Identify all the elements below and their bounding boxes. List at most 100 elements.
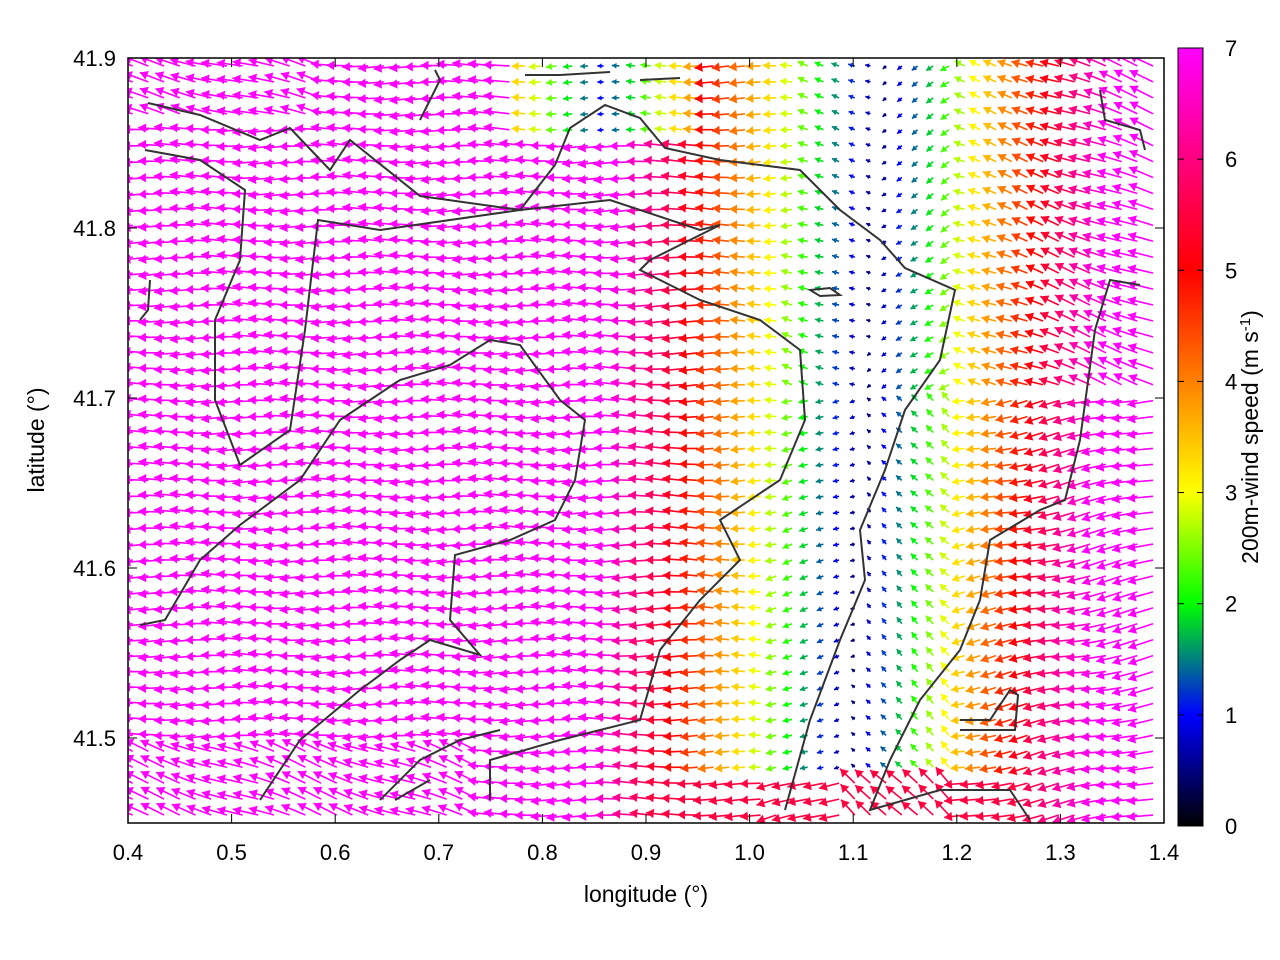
wind-arrow xyxy=(1011,249,1028,258)
wind-arrow xyxy=(580,63,588,70)
wind-arrow xyxy=(662,538,683,548)
wind-arrow xyxy=(695,381,714,391)
wind-arrow xyxy=(881,128,887,134)
wind-arrow xyxy=(968,75,981,83)
y-tick-label: 41.9 xyxy=(73,46,116,71)
wind-arrow xyxy=(911,160,919,168)
wind-arrow xyxy=(695,284,714,294)
wind-arrow xyxy=(980,413,997,423)
wind-arrow xyxy=(1039,90,1060,100)
wind-arrow xyxy=(839,768,856,784)
wind-arrow xyxy=(1127,398,1154,409)
wind-arrow xyxy=(950,731,965,741)
wind-arrow xyxy=(865,715,871,721)
wind-arrow xyxy=(944,795,965,805)
wind-arrow xyxy=(954,76,966,83)
wind-arrow xyxy=(1008,493,1028,503)
wind-arrow xyxy=(731,763,745,772)
wind-arrow xyxy=(712,380,730,391)
wind-arrow xyxy=(729,220,745,230)
wind-arrow xyxy=(764,541,777,549)
wind-arrow xyxy=(895,712,903,720)
wind-arrow xyxy=(695,300,714,310)
wind-arrow xyxy=(1038,479,1060,489)
wind-arrow xyxy=(697,667,714,677)
wind-arrow xyxy=(881,144,887,150)
wind-arrow xyxy=(682,93,698,103)
wind-arrow xyxy=(597,63,604,69)
wind-arrow xyxy=(966,283,981,292)
wind-arrow xyxy=(1053,106,1075,116)
wind-arrow xyxy=(1009,377,1028,387)
wind-arrow xyxy=(313,786,338,800)
wind-arrow xyxy=(881,554,887,561)
wind-arrow xyxy=(1010,281,1028,291)
wind-arrow xyxy=(1024,312,1044,322)
wind-arrow xyxy=(696,650,714,661)
wind-arrow xyxy=(645,538,667,549)
wind-arrow xyxy=(1037,734,1060,744)
wind-arrow xyxy=(644,379,667,390)
wind-arrow xyxy=(528,94,541,102)
wind-arrow xyxy=(911,631,919,641)
wind-arrow xyxy=(997,137,1013,147)
wind-arrow xyxy=(1113,69,1138,83)
wind-arrow xyxy=(406,756,432,768)
wind-arrow xyxy=(731,747,745,756)
wind-arrow xyxy=(910,192,919,199)
wind-arrow xyxy=(327,756,353,768)
wind-arrow xyxy=(714,715,730,725)
wind-arrow xyxy=(944,779,965,789)
wind-arrow xyxy=(1127,749,1154,759)
wind-arrow xyxy=(940,192,950,201)
wind-arrow xyxy=(967,171,981,180)
wind-arrow xyxy=(730,476,745,486)
wind-arrow xyxy=(695,251,714,261)
wind-arrow xyxy=(280,87,306,99)
wind-arrow xyxy=(232,58,259,68)
wind-arrow xyxy=(1051,573,1075,584)
wind-arrow xyxy=(951,461,965,470)
wind-arrow xyxy=(748,747,761,755)
wind-arrow xyxy=(881,351,887,357)
wind-arrow xyxy=(911,176,919,183)
wind-arrow xyxy=(881,507,887,513)
wind-arrow xyxy=(1024,415,1044,425)
wind-arrow xyxy=(1023,462,1044,473)
wind-arrow xyxy=(1054,262,1075,274)
wind-arrow xyxy=(848,254,856,260)
wind-arrow xyxy=(1111,232,1138,243)
wind-arrow xyxy=(866,476,872,482)
wind-arrow xyxy=(729,173,745,183)
wind-arrow xyxy=(781,494,793,502)
wind-arrow xyxy=(711,78,730,88)
wind-arrow xyxy=(880,443,887,450)
wind-arrow xyxy=(389,757,416,768)
wind-arrow xyxy=(1112,638,1138,650)
wind-arrow xyxy=(980,669,997,679)
wind-arrow xyxy=(910,727,919,736)
wind-arrow xyxy=(940,240,950,249)
wind-arrow xyxy=(968,59,981,67)
wind-arrow xyxy=(645,555,667,565)
wind-arrow xyxy=(910,410,919,418)
wind-arrow xyxy=(328,802,353,816)
wind-arrow xyxy=(1040,279,1060,290)
wind-arrow xyxy=(1067,479,1091,490)
wind-arrow xyxy=(1025,137,1044,147)
wind-arrow xyxy=(1083,88,1107,99)
wind-arrow xyxy=(953,156,965,164)
wind-arrow xyxy=(866,383,872,389)
wind-arrow xyxy=(1037,798,1060,809)
wind-arrow xyxy=(910,584,919,593)
wind-arrow xyxy=(628,667,651,678)
wind-arrow xyxy=(1083,341,1107,354)
wind-arrow xyxy=(232,806,259,816)
wind-arrow xyxy=(953,124,965,132)
wind-arrow xyxy=(708,780,730,790)
wind-arrow xyxy=(895,506,903,513)
wind-arrow xyxy=(944,811,965,822)
wind-arrow xyxy=(140,802,165,816)
wind-arrow xyxy=(918,767,934,784)
wind-arrow xyxy=(925,129,934,136)
